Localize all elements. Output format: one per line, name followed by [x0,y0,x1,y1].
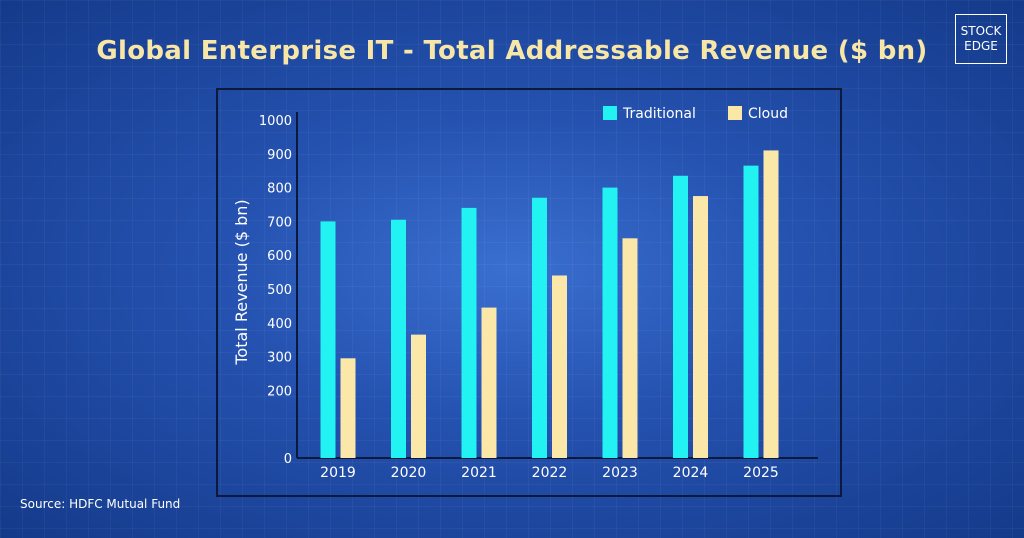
x-tick-label: 2019 [320,465,356,481]
page-title: Global Enterprise IT - Total Addressable… [96,36,928,66]
bar-traditional-2024 [673,175,688,458]
x-tick-label: 2022 [532,465,568,481]
bar-traditional-2019 [320,221,336,458]
x-tick-label: 2025 [743,465,779,481]
y-axis-label: Total Revenue ($ bn) [232,199,251,365]
bar-traditional-2025 [743,165,759,458]
y-tick-label: 900 [267,148,292,163]
x-tick-label: 2021 [461,465,497,481]
source-note: Source: HDFC Mutual Fund [20,497,181,511]
logo-line-2: EDGE [964,39,998,53]
y-tick-label: 400 [267,317,292,332]
bar-cloud-2020 [411,334,426,458]
bar-cloud-2023 [622,238,638,458]
x-tick-label: 2024 [673,465,709,481]
y-tick-label: 1000 [259,114,292,129]
y-tick-label: 800 [267,182,292,197]
stockedge-logo: STOCK EDGE [955,14,1007,64]
bar-cloud-2022 [552,275,567,458]
bar-traditional-2020 [391,219,406,458]
legend-swatch-cloud [728,106,742,120]
legend-label-cloud: Cloud [748,106,788,122]
bar-cloud-2021 [481,307,497,458]
x-tick-label: 2020 [391,465,427,481]
bar-cloud-2019 [340,358,356,458]
y-tick-label: 200 [267,384,292,399]
y-tick-label: 300 [267,351,292,366]
bar-cloud-2024 [693,196,708,459]
y-tick-label: 600 [267,249,292,264]
x-tick-label: 2023 [602,465,638,481]
chart-frame [216,88,842,497]
bar-cloud-2025 [763,150,779,459]
bar-traditional-2023 [602,187,618,458]
legend-swatch-traditional [603,106,617,120]
y-tick-label: 700 [267,215,292,230]
bar-traditional-2022 [532,197,547,459]
bar-traditional-2021 [461,207,477,458]
logo-line-1: STOCK [960,24,1002,38]
y-tick-label: 0 [284,452,292,467]
legend-label-traditional: Traditional [622,106,696,122]
y-tick-label: 500 [267,283,292,298]
